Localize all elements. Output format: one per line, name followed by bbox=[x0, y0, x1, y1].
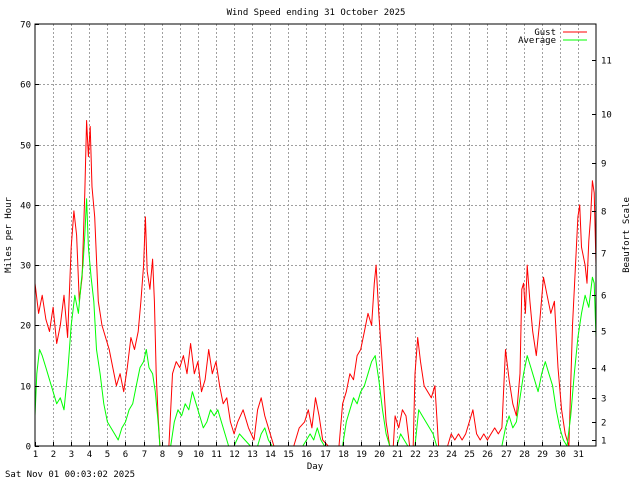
y-tick-label: 60 bbox=[20, 81, 31, 91]
x-tick-label: 23 bbox=[428, 450, 439, 460]
x-tick-label: 29 bbox=[537, 450, 548, 460]
x-tick-label: 25 bbox=[464, 450, 475, 460]
x-tick-label: 21 bbox=[392, 450, 403, 460]
x-tick-label: 1 bbox=[33, 450, 38, 460]
x-tick-label: 18 bbox=[338, 450, 349, 460]
x-tick-label: 27 bbox=[501, 450, 512, 460]
x-tick-label: 9 bbox=[178, 450, 183, 460]
beaufort-tick-label: 2 bbox=[601, 419, 606, 429]
x-axis-label: Day bbox=[307, 462, 324, 472]
beaufort-tick-label: 10 bbox=[601, 111, 612, 121]
x-tick-label: 20 bbox=[374, 450, 385, 460]
x-tick-label: 24 bbox=[446, 450, 457, 460]
x-tick-label: 28 bbox=[519, 450, 530, 460]
beaufort-tick-label: 5 bbox=[601, 328, 606, 338]
beaufort-tick-label: 8 bbox=[601, 208, 606, 218]
y2-axis-label: Beaufort Scale bbox=[622, 197, 632, 273]
x-tick-label: 26 bbox=[482, 450, 493, 460]
y-tick-label: 40 bbox=[20, 202, 31, 212]
beaufort-tick-label: 9 bbox=[601, 160, 606, 170]
y-tick-label: 20 bbox=[20, 322, 31, 332]
x-tick-label: 31 bbox=[573, 450, 584, 460]
beaufort-tick-label: 1 bbox=[601, 437, 606, 447]
x-tick-label: 19 bbox=[356, 450, 367, 460]
legend-label-average: Average bbox=[518, 36, 556, 46]
x-tick-label: 16 bbox=[301, 450, 312, 460]
plot-area-border bbox=[34, 23, 597, 447]
y-tick-label: 50 bbox=[20, 142, 31, 152]
x-tick-label: 2 bbox=[51, 450, 56, 460]
x-tick-label: 11 bbox=[211, 450, 222, 460]
x-tick-label: 4 bbox=[87, 450, 92, 460]
beaufort-tick-label: 7 bbox=[601, 250, 606, 260]
x-tick-label: 15 bbox=[283, 450, 294, 460]
legend-label-gust: Gust bbox=[534, 28, 556, 38]
beaufort-tick-label: 4 bbox=[601, 365, 606, 375]
x-tick-label: 30 bbox=[555, 450, 566, 460]
x-tick-label: 6 bbox=[123, 450, 128, 460]
series-layer bbox=[34, 120, 597, 447]
y-axis-label: Miles per Hour bbox=[4, 196, 14, 272]
x-tick-label: 12 bbox=[229, 450, 240, 460]
x-tick-label: 13 bbox=[247, 450, 258, 460]
x-tick-label: 14 bbox=[265, 450, 276, 460]
x-tick-label: 7 bbox=[142, 450, 147, 460]
y-tick-label: 30 bbox=[20, 262, 31, 272]
x-tick-label: 10 bbox=[193, 450, 204, 460]
x-axis-ticks: 1 2 3 4 5 6 7 8 9 10 11 12 13 14 15 16 17 18 19 20 21 22 23 24 2… bbox=[33, 442, 584, 460]
x-tick-label: 5 bbox=[105, 450, 110, 460]
series-line-gust bbox=[34, 120, 597, 447]
x-tick-label: 3 bbox=[69, 450, 74, 460]
chart-title: Wind Speed ending 31 October 2025 bbox=[227, 8, 406, 18]
beaufort-tick-label: 3 bbox=[601, 395, 606, 405]
grid-lines bbox=[35, 24, 596, 446]
beaufort-axis-ticks: 1 2 3 4 5 6 7 8 9 10 11 bbox=[592, 57, 612, 447]
series-line-average bbox=[34, 198, 597, 447]
footer-timestamp: Sat Nov 01 00:03:02 2025 bbox=[5, 470, 135, 480]
beaufort-tick-label: 11 bbox=[601, 57, 612, 67]
x-tick-label: 22 bbox=[410, 450, 421, 460]
y-tick-label: 70 bbox=[20, 21, 31, 31]
y-tick-label: 10 bbox=[20, 383, 31, 393]
x-tick-label: 8 bbox=[160, 450, 165, 460]
x-tick-label: 17 bbox=[320, 450, 331, 460]
y-axis-ticks: 0 10 20 30 40 50 60 70 bbox=[20, 21, 39, 453]
beaufort-tick-label: 6 bbox=[601, 292, 606, 302]
y-tick-label: 0 bbox=[26, 443, 31, 453]
